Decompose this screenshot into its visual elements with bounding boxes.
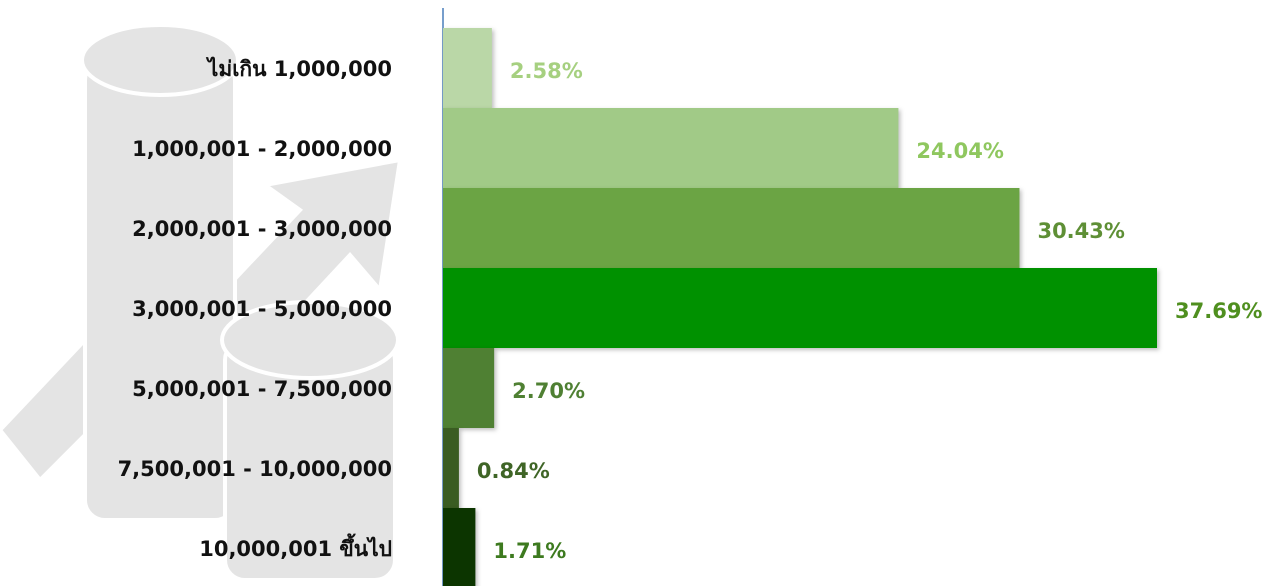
value-label: 0.84% [477, 459, 550, 483]
category-label: 3,000,001 - 5,000,000 [132, 297, 392, 321]
value-label: 2.58% [510, 59, 583, 83]
coin-top [220, 300, 400, 380]
bar [443, 268, 1157, 348]
category-label: ไม่เกิน 1,000,000 [206, 56, 392, 81]
category-label: 2,000,001 - 3,000,000 [132, 217, 392, 241]
background-illustration [0, 23, 403, 582]
category-label: 1,000,001 - 2,000,000 [132, 137, 392, 161]
category-label: 5,000,001 - 7,500,000 [132, 377, 392, 401]
category-label: 10,000,001 ขึ้นไป [199, 533, 392, 561]
bar [443, 188, 1020, 268]
coin-top [80, 23, 240, 97]
value-label: 2.70% [512, 379, 585, 403]
value-label: 30.43% [1037, 219, 1124, 243]
value-label: 1.71% [493, 539, 566, 563]
bar [443, 28, 492, 108]
category-label: 7,500,001 - 10,000,000 [118, 457, 392, 481]
bar [443, 108, 899, 188]
bar [443, 508, 476, 586]
bar [443, 348, 495, 428]
value-label: 37.69% [1175, 299, 1262, 323]
bar [443, 428, 459, 508]
value-label: 24.04% [916, 139, 1003, 163]
coin-stack [83, 58, 237, 522]
